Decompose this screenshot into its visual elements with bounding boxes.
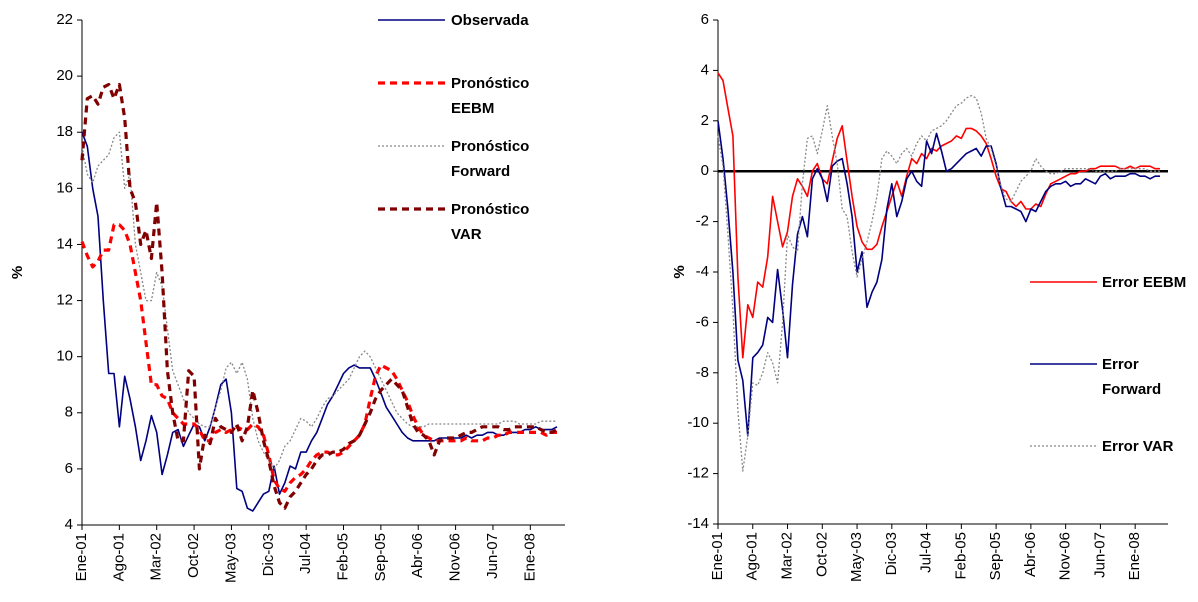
y-tick-label: 6: [701, 11, 709, 28]
x-tick-label: Ene-08: [1126, 532, 1143, 580]
x-tick-label: May-03: [222, 533, 239, 583]
y-tick-label: -12: [687, 465, 709, 482]
series-line: [80, 82, 558, 510]
legend-label: Error VAR: [1102, 437, 1174, 455]
x-tick-label: Jul-04: [918, 532, 935, 573]
legend-label: Error Forward: [1102, 355, 1162, 398]
series-line: [81, 131, 558, 512]
x-tick-label: Ene-01: [709, 532, 726, 580]
y-tick-label: 16: [56, 179, 73, 196]
x-tick-label: Mar-02: [778, 532, 795, 580]
x-tick-label: Jul-04: [297, 533, 314, 574]
y-tick-label: -6: [696, 313, 709, 330]
y-axis-label: %: [9, 266, 26, 279]
x-tick-label: Feb-05: [952, 532, 969, 580]
y-tick-label: 0: [701, 162, 709, 179]
y-tick-label: -2: [696, 213, 709, 230]
x-tick-label: Jun-07: [1091, 532, 1108, 578]
y-tick-label: 4: [701, 61, 709, 78]
y-tick-label: 18: [56, 123, 73, 140]
x-tick-label: Nov-06: [447, 533, 464, 581]
y-axis-label: %: [671, 265, 688, 278]
legend-label: Pronóstico Forward: [451, 137, 530, 180]
y-tick-label: -14: [687, 515, 709, 532]
x-tick-label: Jun-07: [484, 533, 501, 579]
series-line: [80, 223, 557, 493]
y-tick-label: -4: [696, 263, 709, 280]
legend-label: Observada: [451, 11, 529, 29]
y-tick-label: -10: [687, 414, 709, 431]
y-tick-label: 6: [65, 460, 73, 477]
y-tick-label: 2: [701, 112, 709, 129]
x-tick-label: Ago-01: [110, 533, 127, 581]
legend-label: Error EEBM: [1102, 273, 1187, 291]
y-tick-label: 8: [65, 404, 73, 421]
series-line: [717, 72, 1160, 359]
x-tick-label: Ago-01: [744, 532, 761, 580]
x-tick-label: Dic-03: [883, 532, 900, 575]
x-tick-label: Ene-08: [521, 533, 538, 581]
x-tick-label: Dic-03: [260, 533, 277, 576]
x-tick-label: Ene-01: [73, 533, 90, 581]
y-tick-label: -8: [696, 364, 709, 381]
x-tick-label: Oct-02: [813, 532, 830, 577]
series-line: [717, 94, 1160, 472]
x-tick-label: Oct-02: [185, 533, 202, 578]
x-tick-label: Feb-05: [334, 533, 351, 581]
legend-label: Pronóstico EEBM: [451, 74, 530, 117]
y-tick-label: 20: [56, 67, 73, 84]
x-tick-label: Nov-06: [1057, 532, 1074, 580]
series-line: [717, 120, 1160, 437]
y-tick-label: 12: [56, 292, 73, 309]
x-tick-label: Sep-05: [987, 532, 1004, 580]
x-tick-label: May-03: [848, 532, 865, 582]
y-tick-label: 10: [56, 348, 73, 365]
y-tick-label: 14: [56, 235, 73, 252]
y-tick-label: 22: [56, 11, 73, 28]
x-tick-label: Abr-06: [1022, 532, 1039, 577]
y-tick-label: 4: [65, 516, 73, 533]
x-tick-label: Sep-05: [372, 533, 389, 581]
x-tick-label: Mar-02: [148, 533, 165, 581]
legend-label: Pronóstico VAR: [451, 200, 530, 243]
x-tick-label: Abr-06: [409, 533, 426, 578]
